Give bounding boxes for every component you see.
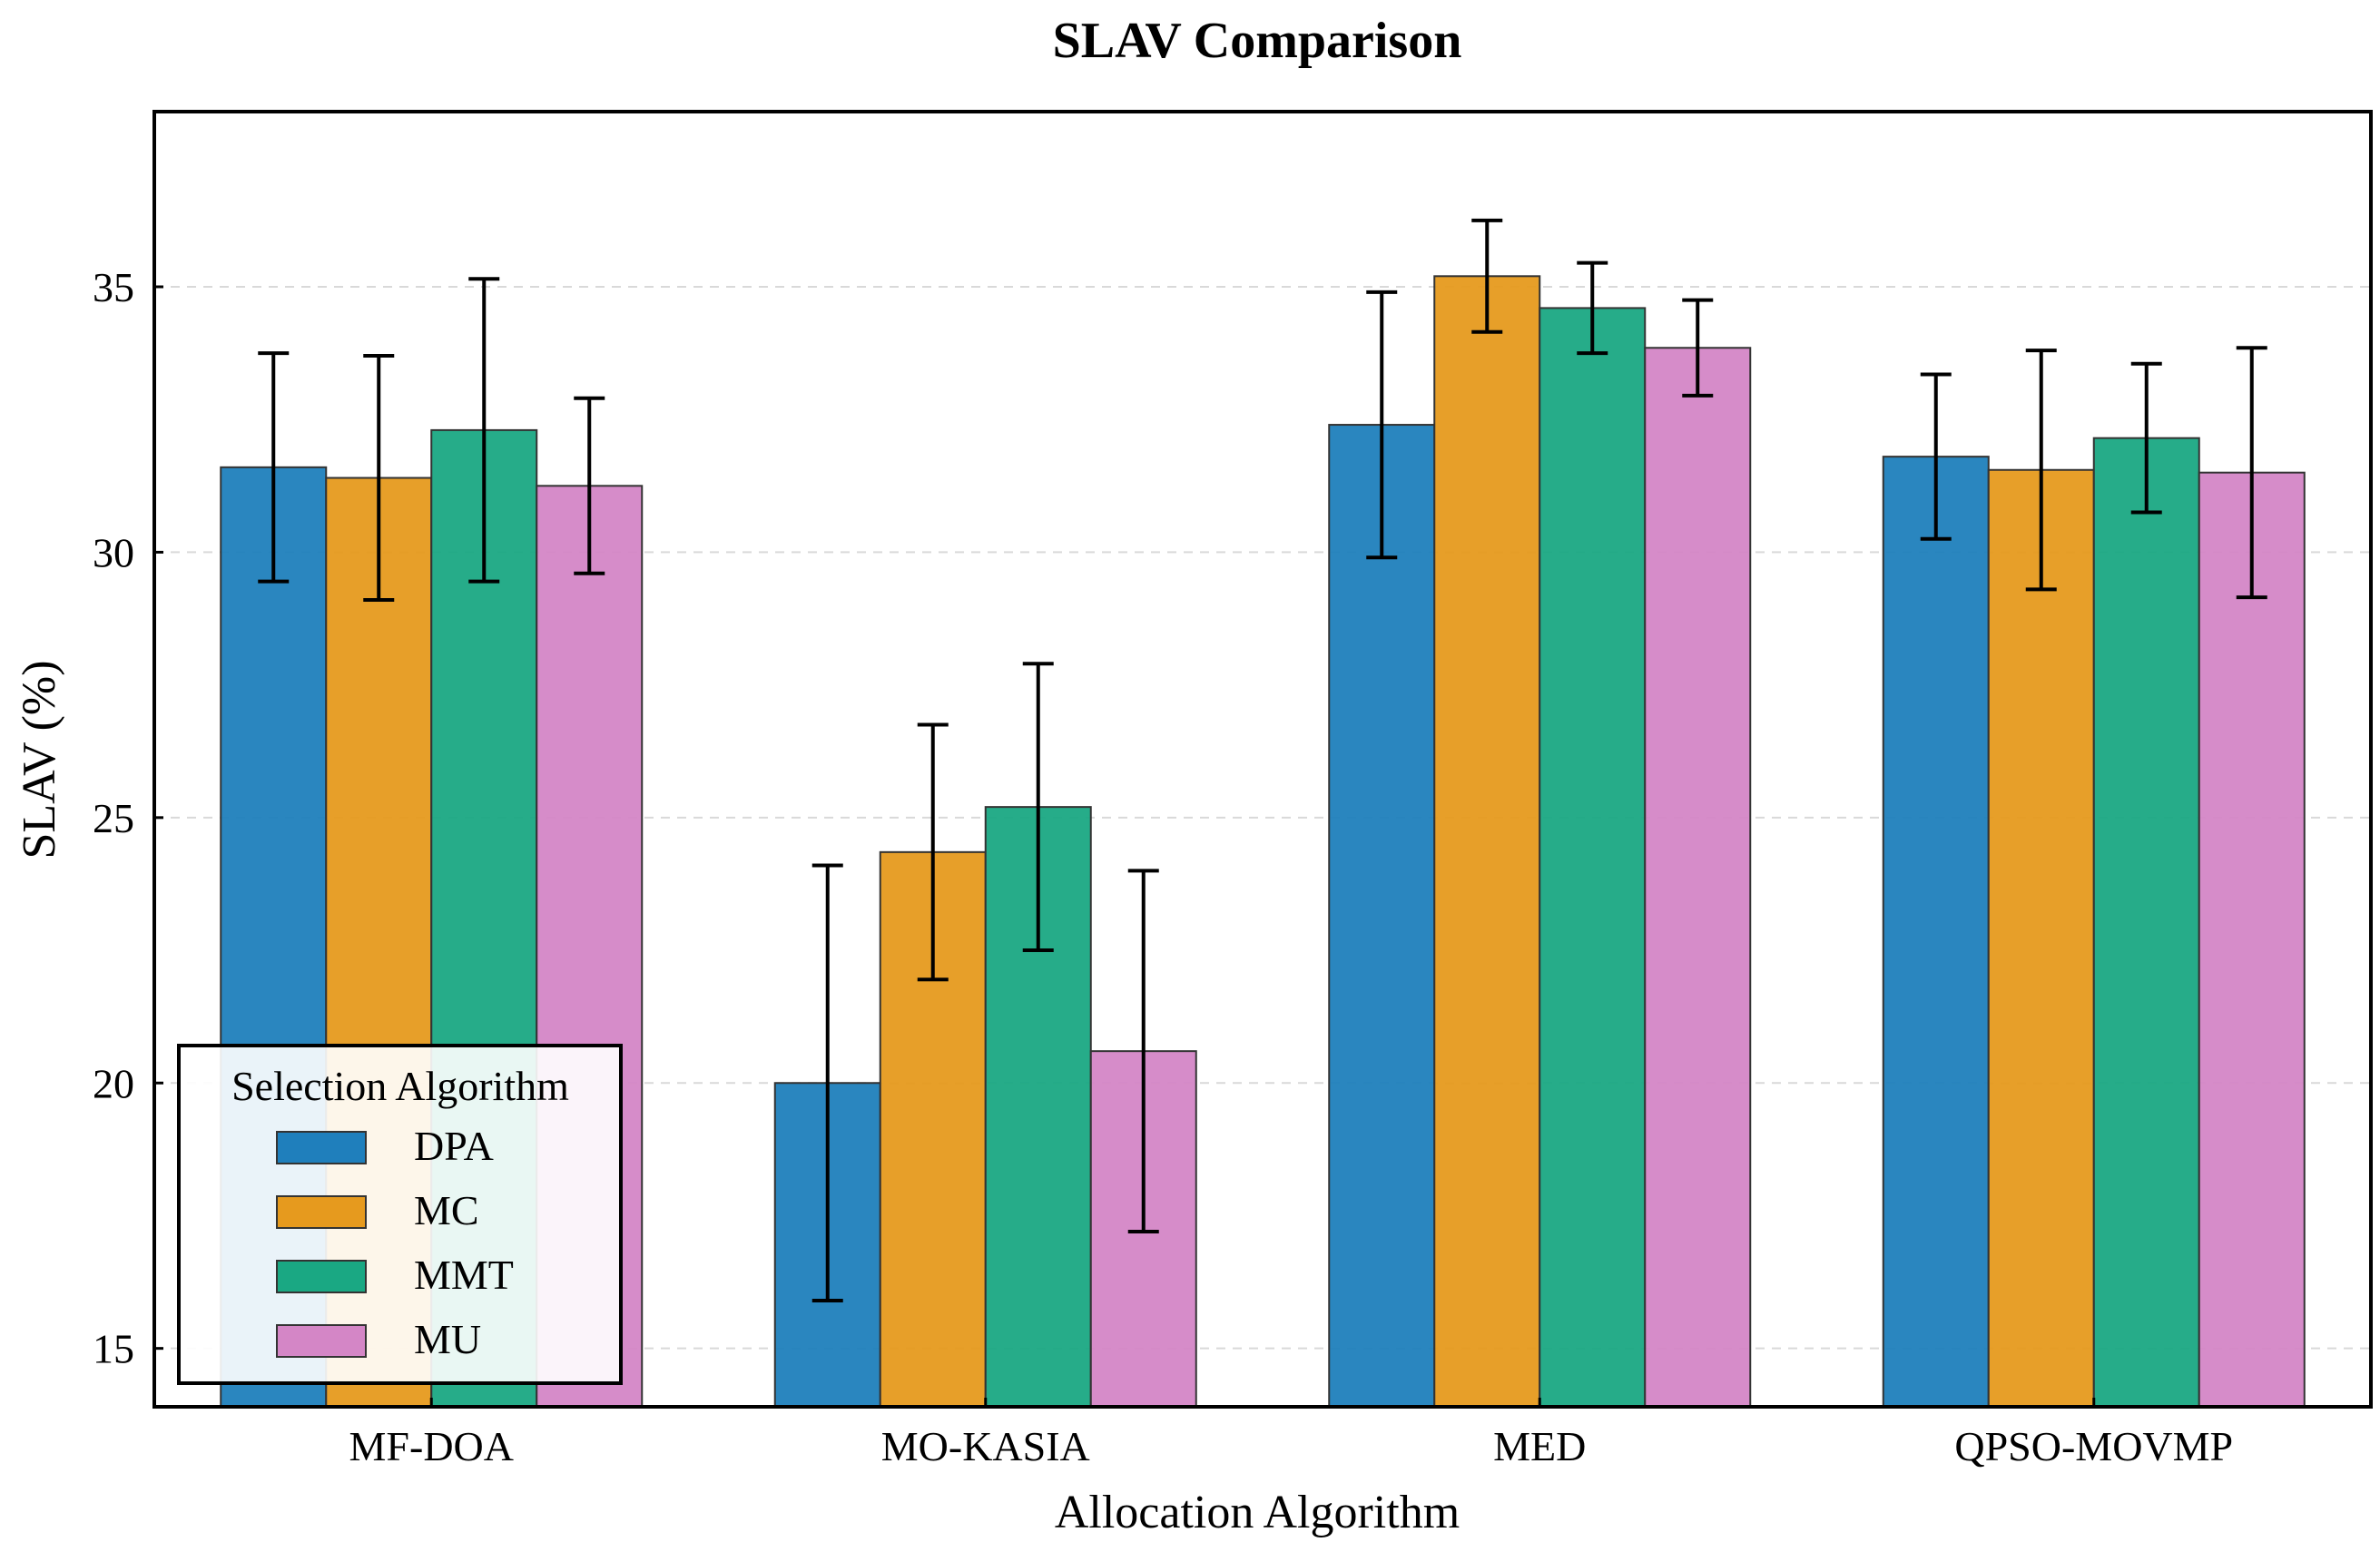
bar-med-mc (1433, 275, 1541, 1408)
error-bar-med-mc (1471, 218, 1503, 334)
legend-swatch-mu (276, 1324, 367, 1358)
error-bar-mo-kasia-mmt (1022, 662, 1054, 953)
y-axis-label: SLAV (%) (14, 660, 65, 859)
y-tick-label: 35 (93, 264, 134, 310)
legend-label-mmt: MMT (414, 1252, 514, 1298)
error-bar-mf-doa-dpa (258, 351, 290, 584)
legend-swatch-dpa (276, 1131, 367, 1164)
legend-label-mu: MU (414, 1316, 481, 1362)
bar-med-mu (1644, 347, 1752, 1408)
bar-qpso-movmp-mmt (2092, 437, 2200, 1408)
legend-items: DPA MC MMT MU (276, 1123, 514, 1362)
error-bar-qpso-movmp-mc (2025, 349, 2057, 592)
chart-title: SLAV Comparison (1053, 13, 1462, 69)
x-axis: MF-DOA MO-KASIA MED QPSO-MOVMP (349, 1398, 2233, 1469)
bar-med-mmt (1539, 307, 1647, 1408)
x-axis-label: Allocation Algorithm (1055, 1487, 1460, 1538)
error-bar-mo-kasia-mc (917, 722, 949, 982)
legend-swatch-mc (276, 1195, 367, 1229)
legend-swatch-mmt (276, 1260, 367, 1293)
x-tick-label: MO-KASIA (881, 1423, 1090, 1469)
error-bar-qpso-movmp-mu (2236, 346, 2267, 600)
x-tick-label: MED (1493, 1423, 1586, 1469)
error-bar-med-mmt (1577, 260, 1608, 356)
bar-qpso-movmp-mu (2198, 471, 2306, 1409)
y-tick-label: 25 (93, 795, 134, 841)
legend-title: Selection Algorithm (231, 1063, 569, 1109)
bar-qpso-movmp-mc (1987, 468, 2095, 1408)
error-bar-mf-doa-mmt (468, 277, 500, 584)
error-bar-qpso-movmp-dpa (1920, 372, 1952, 541)
error-bar-mf-doa-mu (574, 396, 605, 575)
error-bar-qpso-movmp-mmt (2130, 361, 2162, 515)
legend: Selection Algorithm DPA MC MMT MU (177, 1044, 623, 1385)
error-bars (258, 218, 2267, 1303)
y-axis: 15 20 25 30 35 (93, 264, 163, 1372)
error-bar-med-mu (1682, 298, 1714, 398)
error-bar-mf-doa-mc (363, 354, 395, 603)
bar-med-dpa (1328, 424, 1436, 1409)
x-tick-label: QPSO-MOVMP (1954, 1423, 2233, 1469)
error-bar-mo-kasia-mu (1127, 869, 1159, 1234)
legend-box (177, 1044, 623, 1385)
x-tick-label: MF-DOA (349, 1423, 514, 1469)
y-tick-label: 15 (93, 1326, 134, 1372)
y-tick-label: 20 (93, 1060, 134, 1106)
bar-qpso-movmp-dpa (1882, 456, 1990, 1408)
plot-frame (152, 110, 2373, 1409)
error-bar-mo-kasia-dpa (811, 863, 843, 1303)
legend-label-dpa: DPA (414, 1123, 494, 1169)
error-bar-med-dpa (1366, 290, 1398, 560)
y-tick-label: 30 (93, 529, 134, 575)
legend-label-mc: MC (414, 1187, 479, 1233)
